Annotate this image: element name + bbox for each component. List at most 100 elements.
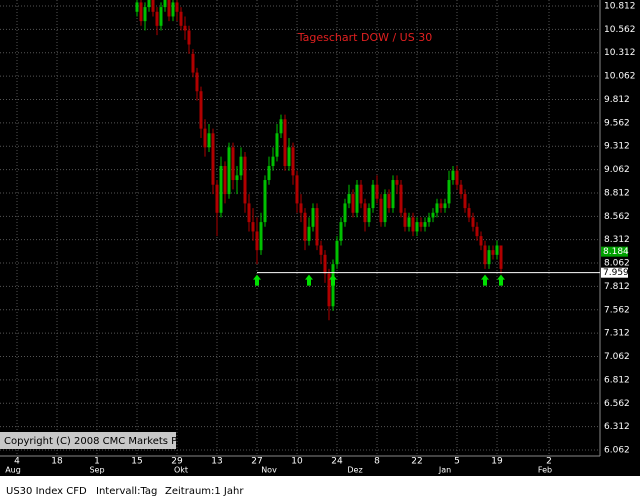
y-tick-label: 8.562 [604, 212, 630, 222]
candle-body [247, 203, 251, 223]
candle-body [227, 147, 231, 195]
candle-body [239, 156, 243, 176]
candle-body [299, 203, 303, 213]
candle-body [395, 180, 399, 185]
candle-body [311, 208, 315, 227]
candle-body [263, 180, 267, 223]
candle-body [399, 184, 403, 213]
candle-body [439, 203, 443, 209]
y-tick-label: 8.812 [604, 188, 630, 198]
signal-arrow [253, 274, 261, 286]
x-tick-label: 15 [131, 457, 142, 467]
x-tick-label: 18 [51, 457, 63, 467]
candle-body [479, 236, 483, 246]
candle-body [431, 212, 435, 218]
candle-body [219, 166, 223, 213]
y-tick-label: 7.312 [604, 329, 630, 339]
candle-body [327, 273, 331, 307]
x-tick-label: 22 [411, 457, 422, 467]
x-tick-label: 2 [546, 457, 552, 467]
candle-body [155, 11, 159, 26]
price-marker-box [601, 246, 628, 257]
signal-arrow [497, 274, 505, 286]
candle-body [347, 194, 351, 204]
x-tick-label: 19 [491, 457, 503, 467]
candle-body [315, 208, 319, 246]
support-label-box [601, 267, 628, 278]
signal-arrow [329, 274, 337, 286]
candle-body [143, 7, 147, 22]
candle-body [215, 184, 219, 213]
candle-body [487, 250, 491, 265]
y-tick-label: 9.562 [604, 118, 630, 128]
candle-body [171, 2, 175, 17]
y-tick-label: 6.562 [604, 399, 630, 409]
x-tick-label: 27 [251, 457, 262, 467]
candle-body [427, 217, 431, 223]
plot-area [135, 0, 600, 321]
candle-body [207, 133, 211, 148]
chart-title: Tageschart DOW / US 30 [297, 31, 432, 44]
candle-body [251, 222, 255, 232]
y-tick-label: 6.312 [604, 422, 630, 432]
candle-body [403, 212, 407, 227]
month-label: Nov [261, 466, 277, 475]
candle-body [147, 0, 151, 8]
month-label: Dez [347, 466, 362, 475]
candle-body [135, 2, 139, 12]
candle-body [447, 180, 451, 204]
candle-body [287, 147, 291, 167]
candle-body [203, 128, 207, 148]
candle-body [271, 156, 275, 167]
candle-body [367, 208, 371, 223]
candle-body [295, 175, 299, 204]
candle-body [211, 133, 215, 185]
candle-body [411, 217, 415, 232]
y-tick-label: 8.062 [604, 259, 630, 269]
candle-body [471, 217, 475, 227]
grid [0, 0, 600, 456]
candle-body [455, 170, 459, 185]
footer-text: US30 Index CFD [6, 486, 87, 497]
month-label: Okt [174, 466, 188, 475]
candle-body [419, 222, 423, 227]
month-label: Jan [438, 466, 451, 475]
candle-body [199, 91, 203, 129]
candle-body [339, 222, 343, 241]
y-tick-label: 6.062 [604, 446, 630, 456]
candle-body [267, 166, 271, 181]
footer-text: Zeitraum:1 Jahr [165, 486, 244, 497]
candle-body [223, 166, 227, 195]
candle-body [283, 119, 287, 167]
candle-body [343, 203, 347, 223]
candle-body [235, 175, 239, 181]
chart-background [0, 0, 640, 476]
candle-body [407, 217, 411, 227]
x-tick-label: 29 [171, 457, 183, 467]
y-tick-label: 6.812 [604, 375, 630, 385]
candle-body [259, 222, 263, 251]
labels: 10.812 10.562 10.312 10.062 9.812 9.562 9.312 9… [5, 1, 635, 474]
y-tick-label: 7.062 [604, 352, 630, 362]
candle-body [499, 245, 503, 269]
candle-body [255, 231, 259, 251]
x-tick-label: 4 [14, 457, 20, 467]
x-tick-label: 24 [331, 457, 343, 467]
candle-body [355, 184, 359, 213]
y-tick-label: 9.812 [604, 95, 630, 105]
candle-body [383, 194, 387, 223]
y-tick-label: 9.312 [604, 142, 630, 152]
candle-body [179, 11, 183, 26]
x-tick-label: 13 [211, 457, 222, 467]
month-label: Aug [5, 466, 21, 475]
copyright: Copyright (C) 2008 CMC Markets Plc [4, 436, 185, 447]
x-tick-label: 10 [291, 457, 303, 467]
candle-body [163, 0, 167, 8]
candle-body [335, 240, 339, 265]
signal-arrow [481, 274, 489, 286]
candle-body [475, 226, 479, 237]
candle-body [467, 208, 471, 218]
candle-body [391, 180, 395, 209]
price-marker-label: 8.184 [603, 247, 629, 257]
